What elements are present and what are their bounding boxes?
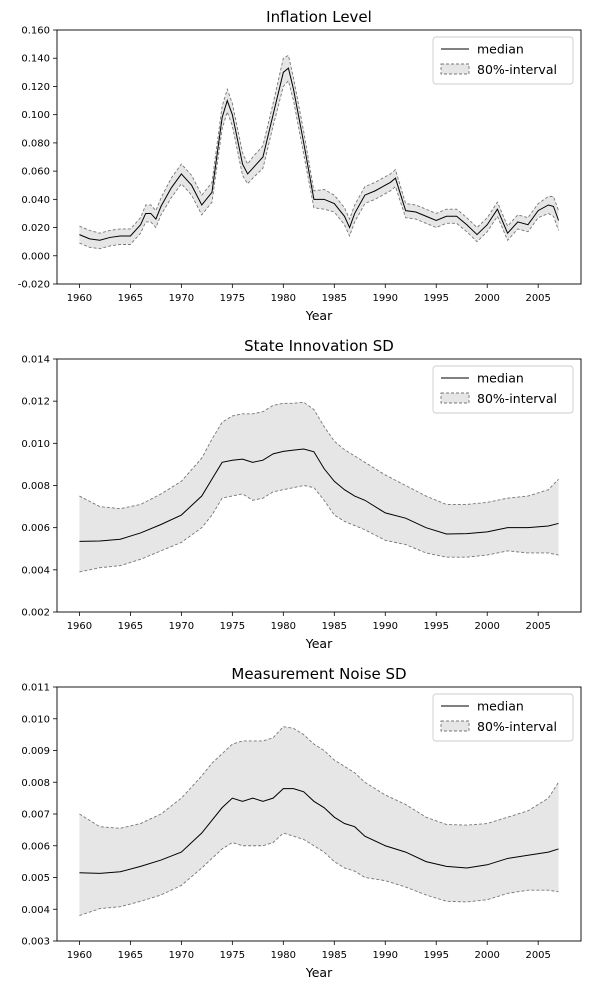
measurement-noise-lower-bound-line (79, 832, 559, 917)
inflation-chart: 1960 1965 1970 1975 1980 1985 1990 1995 2000 2005… (18, 8, 582, 323)
state-innovation-x-axis-label: Year (305, 636, 333, 651)
state-innovation-y-tick-label: 0.010 (21, 439, 50, 450)
inflation-x-tick-label: 1980 (271, 293, 296, 304)
inflation-x-axis-label: Year (305, 308, 333, 323)
inflation-y-tick-label: 0.140 (21, 54, 50, 65)
inflation-legend-interval-label: 80%-interval (477, 62, 557, 77)
state-innovation-x-tick-label: 1985 (322, 621, 347, 632)
state-innovation-lower-bound-line (79, 485, 559, 573)
measurement-noise-y-tick-label: 0.008 (21, 778, 50, 789)
state-innovation-x-tick-label: 2000 (474, 621, 499, 632)
measurement-noise-x-tick-label: 1965 (118, 950, 143, 961)
measurement-noise-chart: 1960 1965 1970 1975 1980 1985 1990 1995 2000 2005… (21, 665, 582, 980)
measurement-noise-x-tick-label: 1985 (322, 950, 347, 961)
measurement-noise-legend-interval-swatch (440, 720, 470, 732)
state-innovation-interval-band (79, 402, 559, 572)
inflation-y-tick-label: 0.120 (21, 82, 50, 93)
state-innovation-x-tick-label: 1980 (271, 621, 296, 632)
measurement-noise-y-tick-label: 0.006 (21, 841, 50, 852)
measurement-noise-y-tick-label: 0.011 (21, 683, 50, 694)
measurement-noise-x-tick-label: 1960 (67, 950, 92, 961)
inflation-y-tick-label: 0.080 (21, 138, 50, 149)
inflation-lower-bound-line (79, 79, 559, 250)
state-innovation-x-tick-label: 1965 (118, 621, 143, 632)
measurement-noise-x-axis-label: Year (305, 965, 333, 980)
inflation-upper-bound-line (79, 54, 559, 234)
measurement-noise-x-tick-label: 1995 (424, 950, 449, 961)
inflation-median-line (79, 67, 560, 241)
inflation-x-tick-label: 1960 (67, 293, 92, 304)
inflation-x-tick-label: 1975 (220, 293, 245, 304)
state-innovation-chart: 1960 1965 1970 1975 1980 1985 1990 1995 2000 2005… (21, 337, 582, 651)
inflation-legend-interval-swatch (440, 63, 470, 75)
inflation-y-tick-label: 0.160 (21, 26, 50, 37)
inflation-x-tick-label: 2000 (474, 293, 499, 304)
measurement-noise-y-tick-label: 0.010 (21, 714, 50, 725)
state-innovation-y-tick-label: 0.002 (21, 608, 50, 619)
measurement-noise-x-tick-label: 1990 (373, 950, 398, 961)
state-innovation-title: State Innovation SD (244, 337, 394, 355)
inflation-axes-frame (56, 29, 582, 285)
measurement-noise-legend-median-label: median (477, 699, 524, 714)
inflation-y-tick-label: 0.040 (21, 195, 50, 206)
state-innovation-upper-bound-line (79, 401, 559, 510)
state-innovation-x-tick-label: 2005 (525, 621, 550, 632)
inflation-x-tick-label: 1965 (118, 293, 143, 304)
state-innovation-legend-interval-swatch (440, 392, 470, 404)
measurement-noise-y-tick-label: 0.009 (21, 746, 50, 757)
measurement-noise-x-tick-label: 2005 (525, 950, 550, 961)
state-innovation-y-tick-label: 0.014 (21, 355, 50, 366)
state-innovation-x-tick-label: 1970 (169, 621, 194, 632)
state-innovation-x-tick-label: 1960 (67, 621, 92, 632)
state-innovation-y-tick-label: 0.012 (21, 397, 50, 408)
measurement-noise-title: Measurement Noise SD (231, 665, 406, 683)
state-innovation-x-tick-label: 1995 (424, 621, 449, 632)
state-innovation-median-line (79, 448, 559, 542)
inflation-x-tick-label: 1990 (373, 293, 398, 304)
measurement-noise-median-line (79, 788, 559, 874)
measurement-noise-legend-interval-label: 80%-interval (477, 719, 557, 734)
measurement-noise-y-tick-label: 0.004 (21, 905, 50, 916)
state-innovation-y-tick-label: 0.008 (21, 481, 50, 492)
state-innovation-legend-median-label: median (477, 371, 524, 386)
state-innovation-x-tick-label: 1975 (220, 621, 245, 632)
inflation-x-tick-label: 2005 (525, 293, 550, 304)
inflation-x-tick-label: 1995 (424, 293, 449, 304)
inflation-legend-median-label: median (477, 42, 524, 57)
inflation-y-tick-label: 0.000 (21, 251, 50, 262)
measurement-noise-upper-bound-line (79, 726, 559, 829)
measurement-noise-legend: median 80%-interval (432, 693, 574, 742)
measurement-noise-y-tick-label: 0.003 (21, 937, 50, 948)
state-innovation-legend: median 80%-interval (432, 365, 574, 414)
inflation-y-tick-label: 0.020 (21, 223, 50, 234)
measurement-noise-x-tick-label: 1980 (271, 950, 296, 961)
inflation-y-tick-label: -0.020 (18, 280, 50, 291)
state-innovation-x-tick-label: 1990 (373, 621, 398, 632)
measurement-noise-x-tick-label: 1975 (220, 950, 245, 961)
measurement-noise-x-tick-label: 2000 (474, 950, 499, 961)
state-innovation-y-tick-label: 0.004 (21, 565, 50, 576)
inflation-title: Inflation Level (266, 8, 372, 26)
inflation-x-tick-label: 1970 (169, 293, 194, 304)
state-innovation-legend-interval-label: 80%-interval (477, 391, 557, 406)
inflation-legend: median 80%-interval (432, 36, 574, 85)
measurement-noise-y-tick-label: 0.007 (21, 810, 50, 821)
state-innovation-y-tick-label: 0.006 (21, 523, 50, 534)
inflation-x-tick-label: 1985 (322, 293, 347, 304)
inflation-y-tick-label: 0.100 (21, 110, 50, 121)
measurement-noise-x-tick-label: 1970 (169, 950, 194, 961)
inflation-y-tick-label: 0.060 (21, 167, 50, 178)
measurement-noise-y-tick-label: 0.005 (21, 873, 50, 884)
measurement-noise-interval-band (79, 726, 559, 916)
